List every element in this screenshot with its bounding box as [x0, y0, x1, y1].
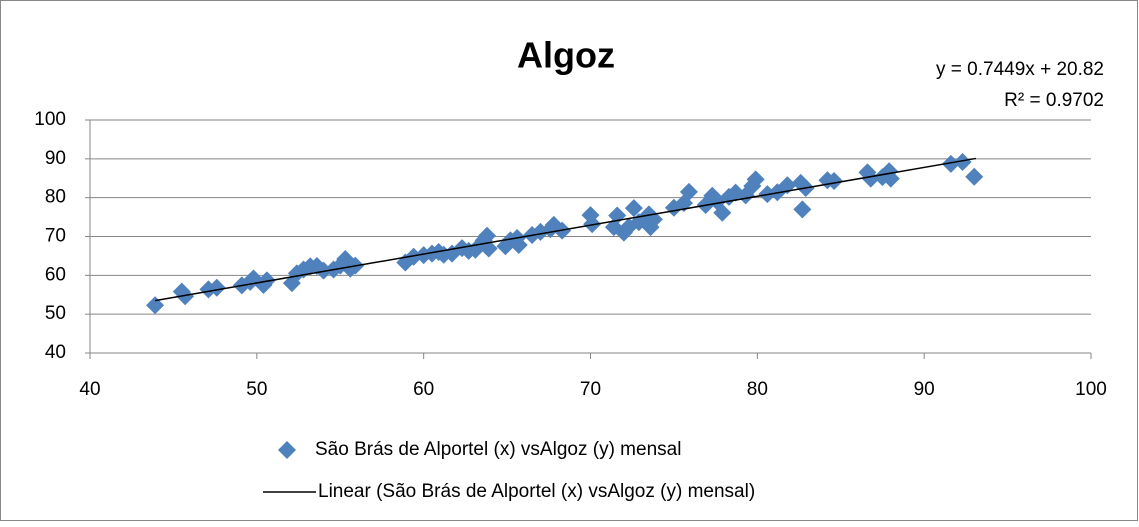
point: [965, 167, 984, 186]
point: [176, 287, 195, 306]
y-tick-label: 80: [45, 187, 66, 208]
point: [146, 296, 165, 315]
point: [793, 200, 812, 219]
y-tick-label: 90: [45, 148, 66, 169]
point: [713, 203, 732, 222]
x-tick-label: 60: [413, 379, 434, 400]
equation: y = 0.7449x + 20.82: [936, 59, 1104, 80]
point: [478, 226, 497, 245]
chart-title: Algoz: [517, 35, 615, 76]
legend-label: Linear (São Brás de Alportel (x) vsAlgoz…: [318, 481, 755, 502]
x-tick-label: 80: [747, 379, 768, 400]
x-tick-label: 50: [246, 379, 267, 400]
y-tick-label: 100: [34, 109, 66, 130]
r-squared: R² = 0.9702: [1004, 90, 1104, 111]
point: [583, 215, 602, 234]
point: [624, 199, 643, 218]
point: [861, 169, 880, 188]
x-tick-label: 70: [580, 379, 601, 400]
point: [509, 236, 528, 255]
point: [953, 152, 972, 171]
legend-label: São Brás de Alportel (x) vsAlgoz (y) men…: [315, 439, 681, 460]
point: [679, 182, 698, 201]
point: [207, 278, 226, 297]
legend-marker: [278, 441, 296, 459]
trendline: [154, 157, 977, 302]
x-tick-label: 100: [1075, 379, 1107, 400]
y-tick-label: 40: [45, 342, 66, 363]
x-tick-label: 90: [914, 379, 935, 400]
y-tick-label: 70: [45, 226, 66, 247]
y-tick-label: 60: [45, 264, 66, 285]
point: [746, 170, 765, 189]
point: [825, 171, 844, 190]
x-tick-label: 40: [79, 379, 100, 400]
point: [941, 154, 960, 173]
point: [257, 271, 276, 290]
y-tick-label: 50: [45, 303, 66, 324]
